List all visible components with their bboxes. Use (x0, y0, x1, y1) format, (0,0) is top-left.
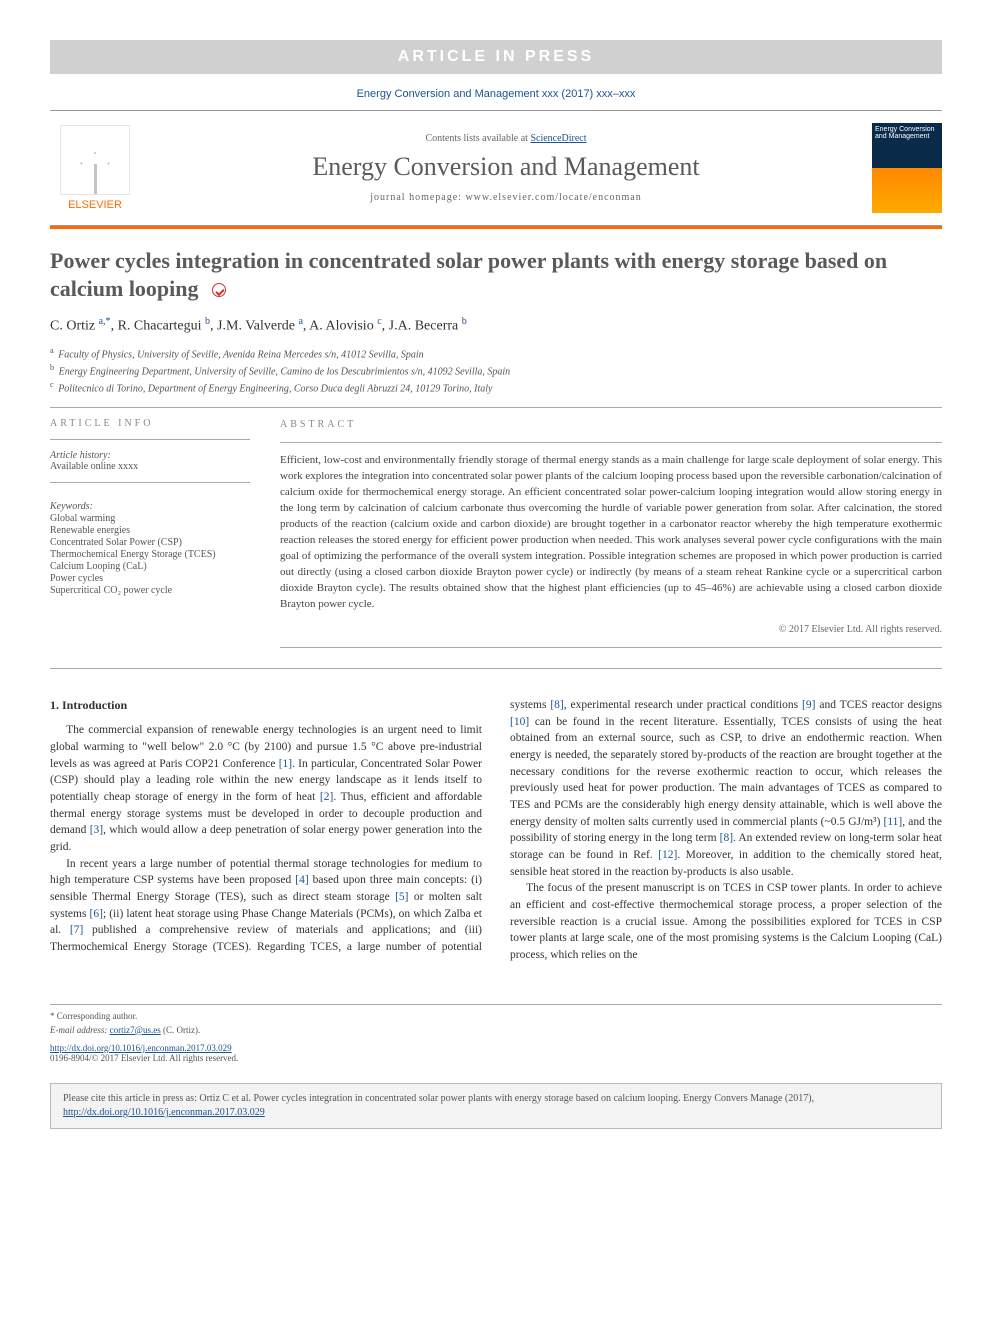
keyword-item: Calcium Looping (CaL) (50, 561, 250, 572)
info-abstract-row: ARTICLE INFO Article history: Available … (50, 418, 942, 658)
keywords-label: Keywords: (50, 501, 250, 512)
publisher-name: ELSEVIER (50, 199, 140, 211)
abstract-text: Efficient, low-cost and environmentally … (280, 453, 942, 612)
abstract-heading: ABSTRACT (280, 418, 942, 433)
page: ARTICLE IN PRESS Energy Conversion and M… (0, 0, 992, 1169)
corresponding-author: * Corresponding author. (50, 1011, 942, 1021)
sciencedirect-link[interactable]: ScienceDirect (530, 133, 586, 144)
article-info-column: ARTICLE INFO Article history: Available … (50, 418, 250, 658)
affiliation-line: a Faculty of Physics, University of Sevi… (50, 345, 942, 362)
header-center: Contents lists available at ScienceDirec… (154, 133, 858, 203)
ref-link-5[interactable]: [5] (395, 891, 408, 903)
issn-copyright: 0196-8904/© 2017 Elsevier Ltd. All right… (50, 1053, 942, 1063)
author-list: C. Ortiz a,*, R. Chacartegui b, J.M. Val… (50, 316, 942, 335)
keyword-item: Supercritical CO₂ power cycle (50, 585, 250, 596)
cite-doi-link[interactable]: http://dx.doi.org/10.1016/j.enconman.201… (63, 1107, 265, 1118)
ref-link-6[interactable]: [6] (90, 908, 103, 920)
article-title: Power cycles integration in concentrated… (50, 247, 942, 302)
history-value: Available online xxxx (50, 461, 250, 472)
text-run: can be found in the recent literature. E… (510, 716, 942, 828)
keyword-item: Concentrated Solar Power (CSP) (50, 537, 250, 548)
journal-cover-thumb: Energy Conversion and Management (872, 123, 942, 213)
history-label: Article history: (50, 450, 250, 461)
journal-header: ELSEVIER Contents lists available at Sci… (50, 110, 942, 226)
elsevier-tree-icon (60, 125, 130, 195)
contents-line: Contents lists available at ScienceDirec… (154, 133, 858, 144)
divider (50, 407, 942, 408)
affiliation-line: b Energy Engineering Department, Univers… (50, 362, 942, 379)
contents-prefix: Contents lists available at (425, 133, 530, 144)
corr-label: Corresponding author. (57, 1011, 138, 1021)
ref-link-12[interactable]: [12] (658, 849, 677, 861)
keywords-list: Global warmingRenewable energiesConcentr… (50, 513, 250, 596)
top-citation: Energy Conversion and Management xxx (20… (50, 88, 942, 100)
corr-symbol: * (50, 1011, 55, 1021)
text-run: , experimental research under practical … (564, 699, 802, 711)
keyword-item: Global warming (50, 513, 250, 524)
article-title-text: Power cycles integration in concentrated… (50, 248, 887, 301)
page-footer: * Corresponding author. E-mail address: … (50, 1004, 942, 1063)
email-label: E-mail address: (50, 1025, 107, 1035)
ref-link-7[interactable]: [7] (70, 924, 83, 936)
orange-divider (50, 226, 942, 229)
intro-para-1: The commercial expansion of renewable en… (50, 722, 482, 855)
affiliation-line: c Politecnico di Torino, Department of E… (50, 379, 942, 396)
homepage-url[interactable]: www.elsevier.com/locate/enconman (465, 192, 641, 203)
affiliations: a Faculty of Physics, University of Sevi… (50, 345, 942, 397)
ref-link-8b[interactable]: [8] (720, 832, 733, 844)
ref-link-9[interactable]: [9] (802, 699, 815, 711)
cite-text: Please cite this article in press as: Or… (63, 1093, 814, 1104)
ref-link-11[interactable]: [11] (884, 816, 903, 828)
email-who: (C. Ortiz). (163, 1025, 200, 1035)
doi-link[interactable]: http://dx.doi.org/10.1016/j.enconman.201… (50, 1043, 942, 1053)
article-info-heading: ARTICLE INFO (50, 418, 250, 429)
divider (50, 668, 942, 669)
ref-link-4[interactable]: [4] (295, 874, 308, 886)
text-run: and TCES reactor designs (815, 699, 942, 711)
intro-para-3: The focus of the present manuscript is o… (510, 880, 942, 963)
ref-link-3[interactable]: [3] (90, 824, 103, 836)
text-run: , which would allow a deep penetration o… (50, 824, 482, 853)
section-heading-intro: 1. Introduction (50, 697, 482, 714)
citation-box: Please cite this article in press as: Or… (50, 1083, 942, 1129)
ref-link-2[interactable]: [2] (320, 791, 333, 803)
keyword-item: Thermochemical Energy Storage (TCES) (50, 549, 250, 560)
homepage-prefix: journal homepage: (370, 192, 465, 203)
body-two-column: 1. Introduction The commercial expansion… (50, 697, 942, 964)
journal-title: Energy Conversion and Management (154, 152, 858, 182)
keyword-item: Power cycles (50, 573, 250, 584)
ref-link-10[interactable]: [10] (510, 716, 529, 728)
ref-link-8[interactable]: [8] (550, 699, 563, 711)
keyword-item: Renewable energies (50, 525, 250, 536)
abstract-copyright: © 2017 Elsevier Ltd. All rights reserved… (280, 623, 942, 638)
homepage-line: journal homepage: www.elsevier.com/locat… (154, 192, 858, 203)
corr-email-line: E-mail address: cortiz7@us.es (C. Ortiz)… (50, 1025, 942, 1035)
publisher-logo-cell: ELSEVIER (50, 125, 140, 211)
crossmark-icon[interactable] (212, 283, 226, 297)
abstract-column: ABSTRACT Efficient, low-cost and environ… (280, 418, 942, 658)
corr-email-link[interactable]: cortiz7@us.es (110, 1025, 161, 1035)
ref-link-1[interactable]: [1] (279, 758, 292, 770)
article-in-press-banner: ARTICLE IN PRESS (50, 40, 942, 74)
